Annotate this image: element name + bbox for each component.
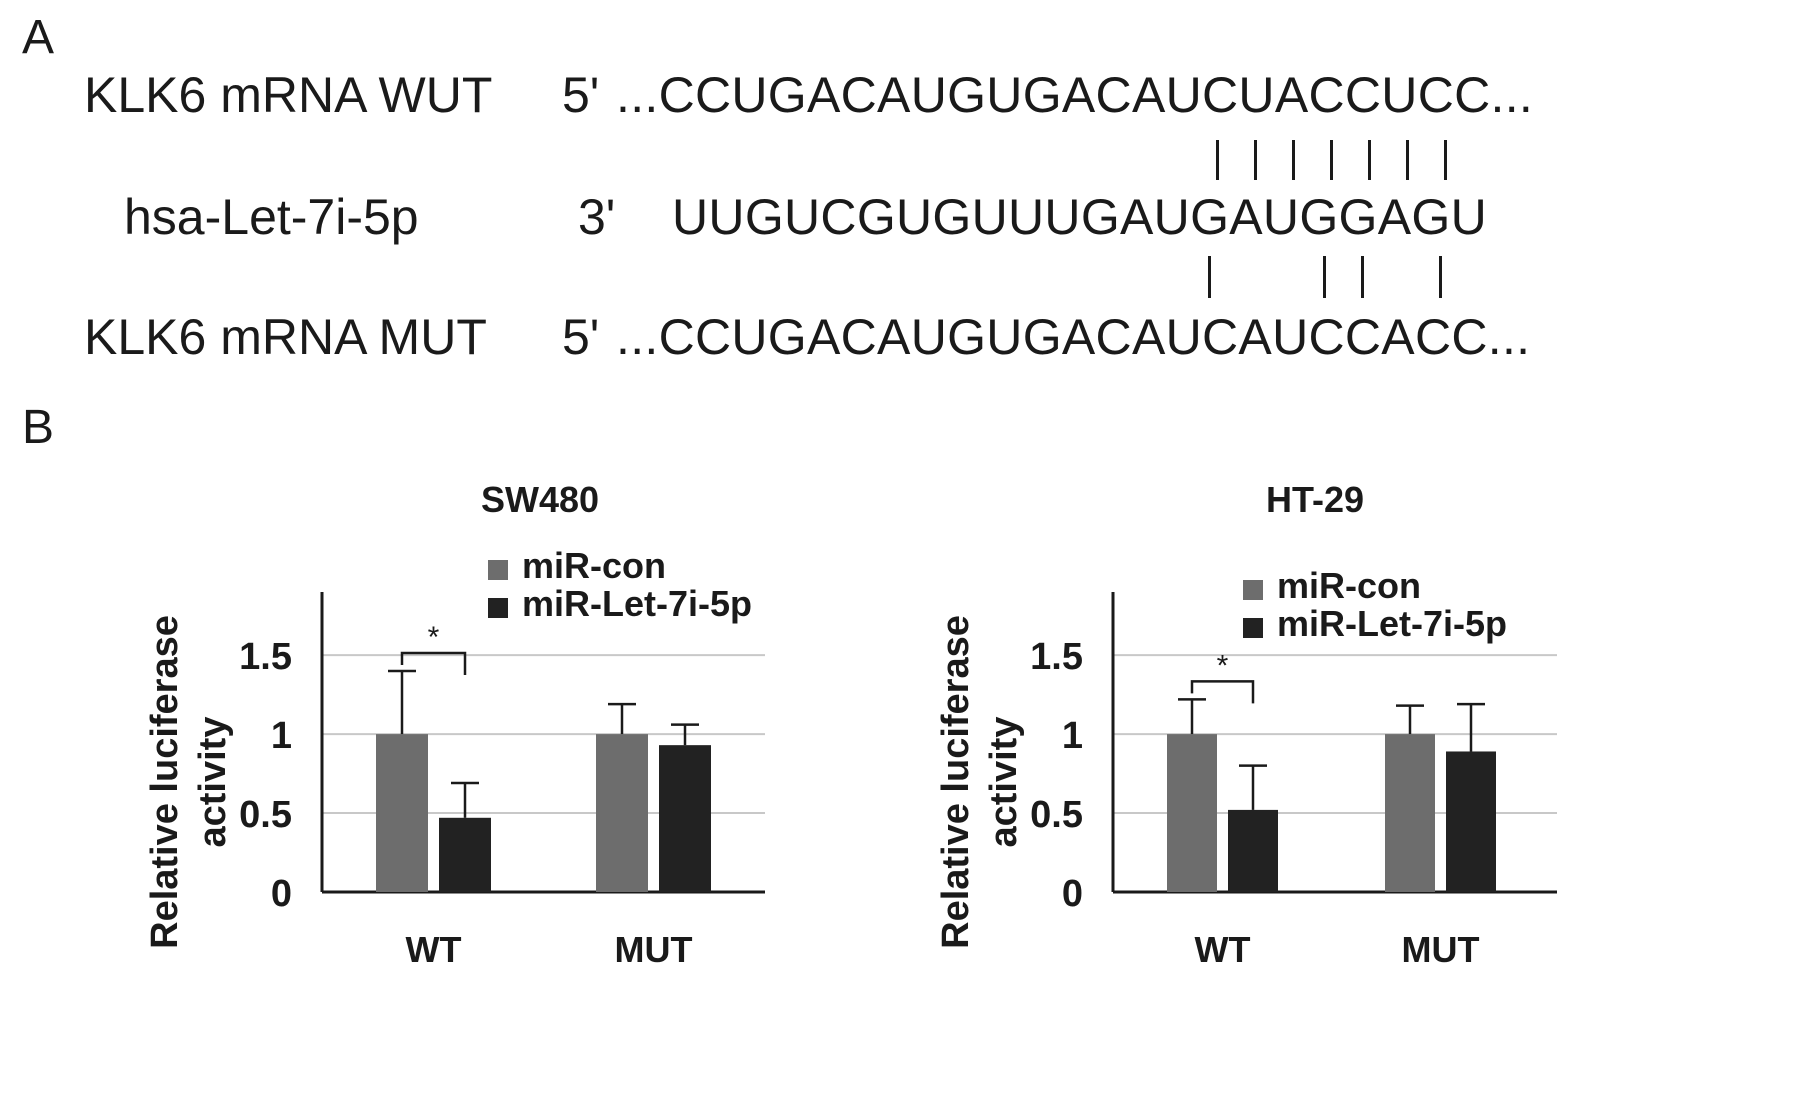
mut-row-prime: 5': [562, 309, 600, 365]
pairing-line: [1254, 140, 1257, 180]
sw480-bar-chart: SW480 0 0.5 1 1.5 Relative luciferase activity…: [144, 479, 765, 970]
legend-label: miR-con: [1277, 565, 1421, 606]
bar-mir-let-7i-5p: [659, 745, 711, 892]
legend-swatch: [488, 560, 508, 580]
pairing-line: [1361, 256, 1364, 298]
y-axis-label-line2: activity: [983, 717, 1025, 848]
mirna-row-prime: 3': [578, 189, 616, 245]
y-axis-label-line2: activity: [192, 717, 234, 848]
pairing-line: [1323, 256, 1326, 298]
mut-row-label: KLK6 mRNA MUT: [84, 309, 487, 365]
wut-row-prime: 5': [562, 67, 600, 123]
pairing-line: [1406, 140, 1409, 180]
bar-mir-con: [1167, 734, 1217, 892]
y-tick-label: 1: [1062, 715, 1083, 757]
pairing-line: [1208, 256, 1211, 298]
legend-swatch: [1243, 618, 1263, 638]
legend-swatch: [488, 598, 508, 618]
significance-bracket: [400, 651, 467, 675]
y-axis-label-line1: Relative luciferase: [935, 615, 977, 949]
chart-title: SW480: [481, 479, 599, 520]
panel-a-letter: A: [22, 11, 55, 64]
y-axis-label-line1: Relative luciferase: [144, 615, 186, 949]
mirna-row-sequence: UUGUCGUGUUUGAUGAUGGAGU: [672, 189, 1487, 245]
y-tick-label: 0: [271, 873, 292, 915]
x-tick-label: MUT: [1402, 929, 1480, 970]
pairing-line: [1216, 140, 1219, 180]
x-tick-label: MUT: [615, 929, 693, 970]
y-tick-label: 1.5: [239, 636, 292, 678]
significance-marker: *: [1217, 649, 1229, 682]
pairing-line: [1330, 140, 1333, 180]
bar-mir-let-7i-5p: [1446, 751, 1496, 892]
mut-row-sequence: ...CCUGACAUGUGACAUCAUCCACC...: [616, 309, 1531, 365]
y-tick-label: 0.5: [1030, 794, 1083, 836]
pairing-line: [1439, 256, 1442, 298]
x-tick-label: WT: [406, 929, 462, 970]
bar-mir-let-7i-5p: [1228, 809, 1278, 892]
mirna-row-label: hsa-Let-7i-5p: [124, 189, 419, 245]
panel-b-letter: B: [22, 401, 55, 454]
bar-mir-con: [1385, 734, 1435, 892]
x-tick-label: WT: [1195, 929, 1251, 970]
significance-bracket: [1190, 680, 1255, 704]
legend-label: miR-con: [522, 545, 666, 586]
bar-mir-let-7i-5p: [439, 817, 491, 892]
y-tick-label: 0.5: [239, 794, 292, 836]
pairing-line: [1292, 140, 1295, 180]
y-tick-label: 0: [1062, 873, 1083, 915]
legend-label: miR-Let-7i-5p: [1277, 603, 1507, 644]
pairing-line: [1444, 140, 1447, 180]
legend-swatch: [1243, 580, 1263, 600]
wut-row-sequence: ...CCUGACAUGUGACAUCUACCUCC...: [616, 67, 1534, 123]
y-tick-label: 1.5: [1030, 636, 1083, 678]
chart-title: HT-29: [1266, 479, 1364, 520]
bar-mir-con: [596, 734, 648, 892]
significance-marker: *: [428, 621, 440, 654]
wut-row-label: KLK6 mRNA WUT: [84, 67, 493, 123]
y-tick-label: 1: [271, 715, 292, 757]
pairing-line: [1368, 140, 1371, 180]
ht29-bar-chart: HT-29 0 0.5 1 1.5 Relative luciferase activity…: [935, 479, 1557, 970]
legend-label: miR-Let-7i-5p: [522, 583, 752, 624]
bar-mir-con: [376, 734, 428, 892]
